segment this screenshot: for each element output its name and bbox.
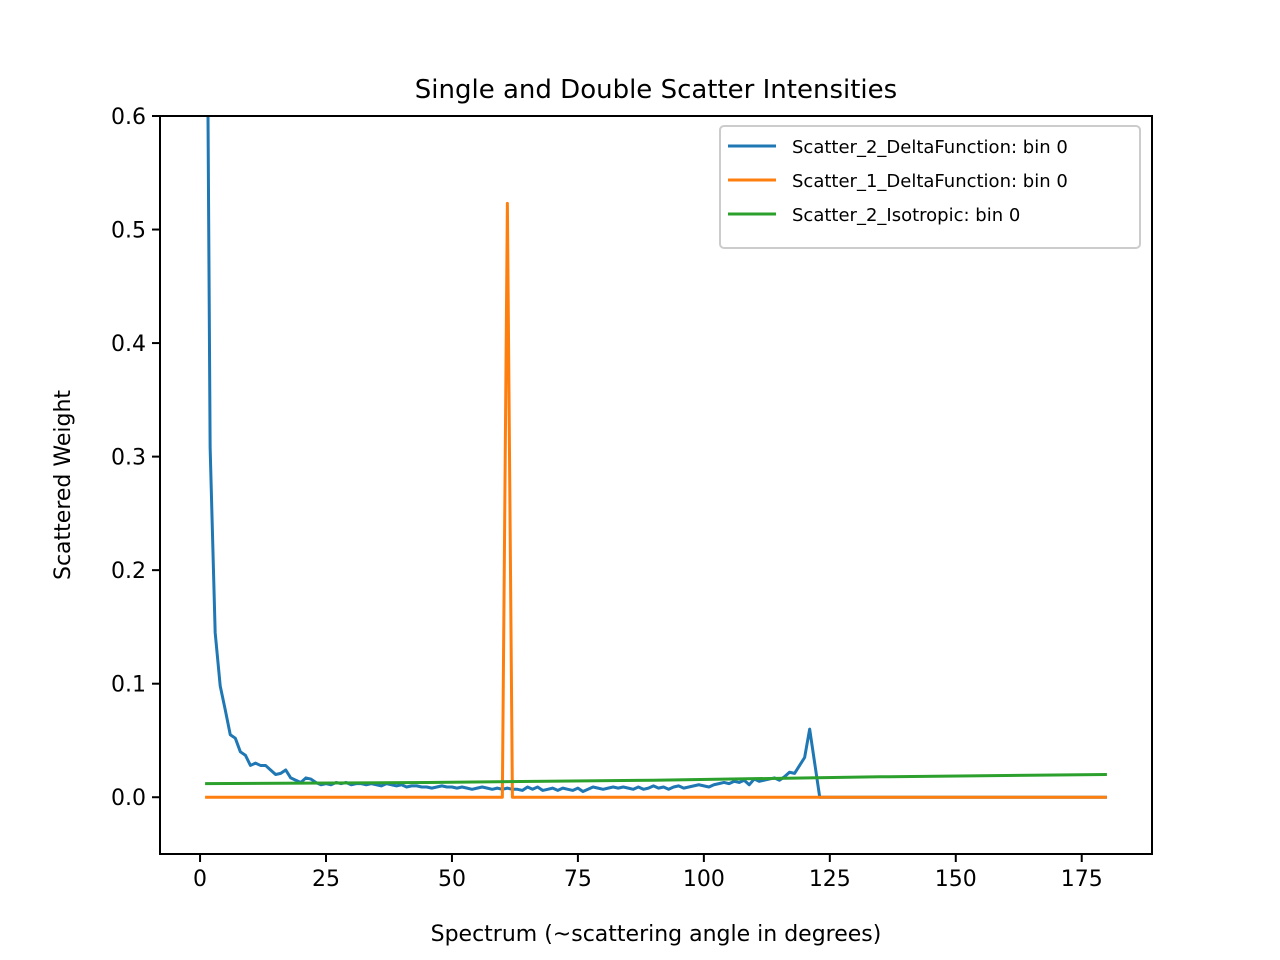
- plot-area: [205, 116, 1107, 799]
- y-tick-label: 0.0: [111, 786, 146, 811]
- x-tick-label: 175: [1061, 867, 1103, 892]
- axes-frame: [159, 115, 1153, 855]
- series-line: [205, 773, 1107, 786]
- y-axis-label: Scattered Weight: [51, 390, 76, 580]
- legend-label: Scatter_1_DeltaFunction: bin 0: [792, 171, 1068, 192]
- legend-box: [719, 125, 1141, 249]
- y-tick-label: 0.5: [111, 219, 146, 244]
- series-line: [206, 116, 1107, 799]
- y-tick-label: 0.3: [111, 446, 146, 471]
- y-tick-label: 0.2: [111, 559, 146, 584]
- x-axis-label: Spectrum (~scattering angle in degrees): [431, 922, 882, 947]
- x-tick-label: 150: [935, 867, 977, 892]
- legend-label: Scatter_2_DeltaFunction: bin 0: [792, 137, 1068, 158]
- y-tick-label: 0.4: [111, 332, 146, 357]
- x-tick-label: 75: [564, 867, 592, 892]
- series-line: [205, 201, 1107, 799]
- chart-title: Single and Double Scatter Intensities: [415, 75, 897, 105]
- x-tick-label: 100: [683, 867, 725, 892]
- y-tick-label: 0.1: [111, 673, 146, 698]
- y-tick-label: 0.6: [111, 105, 146, 130]
- x-tick-label: 25: [312, 867, 340, 892]
- legend-label: Scatter_2_Isotropic: bin 0: [792, 205, 1020, 226]
- x-tick-label: 0: [193, 867, 207, 892]
- x-tick-label: 125: [809, 867, 851, 892]
- x-tick-label: 50: [438, 867, 466, 892]
